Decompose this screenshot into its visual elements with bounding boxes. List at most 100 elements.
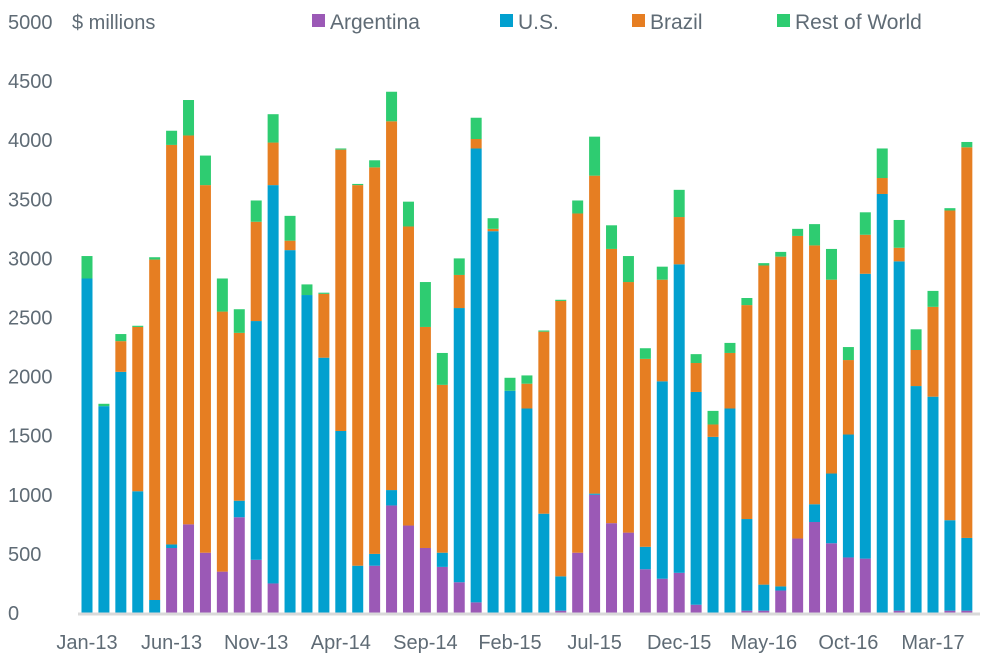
bar-rest-of-world-Jul-13 [183, 100, 195, 136]
bar-u-s--Jun-13 [166, 544, 178, 548]
bar-rest-of-world-Jul-16 [792, 228, 804, 236]
bar-brazil-Oct-16 [842, 360, 854, 435]
bar-u-s--Apr-17 [944, 520, 956, 611]
bar-argentina-May-16 [758, 610, 770, 613]
bar-brazil-Apr-14 [335, 149, 347, 431]
bar-argentina-May-17 [961, 610, 973, 613]
bar-brazil-Jun-14 [369, 167, 381, 554]
bar-stack-Jul-14 [386, 91, 398, 613]
bar-brazil-May-15 [555, 300, 567, 577]
bar-brazil-Aug-14 [402, 226, 414, 526]
bar-brazil-Jul-15 [589, 175, 601, 494]
bar-brazil-May-14 [352, 185, 364, 566]
y-tick-label: 2000 [8, 367, 53, 389]
bar-stack-Dec-16 [876, 148, 888, 614]
bar-brazil-Oct-15 [639, 358, 651, 547]
bar-u-s--May-16 [758, 584, 770, 611]
bar-stack-Jun-13 [166, 130, 178, 613]
bar-u-s--Jan-17 [893, 261, 905, 611]
bar-rest-of-world-Sep-15 [622, 256, 634, 283]
y-tick-label: 0 [8, 603, 19, 625]
bar-stack-Apr-14 [335, 148, 347, 613]
bar-u-s--Jan-13 [81, 278, 93, 613]
x-tick-label: Jul-15 [567, 632, 621, 654]
bar-brazil-Apr-16 [741, 305, 753, 520]
bar-rest-of-world-Jul-15 [589, 136, 601, 176]
bar-rest-of-world-Mar-15 [521, 375, 533, 384]
bar-rest-of-world-May-14 [352, 183, 364, 186]
bar-rest-of-world-Dec-16 [876, 148, 888, 179]
bar-u-s--Oct-15 [639, 546, 651, 570]
bar-argentina-Aug-14 [402, 525, 414, 613]
bar-rest-of-world-Jun-14 [369, 160, 381, 168]
bar-u-s--Jul-14 [386, 490, 398, 506]
bar-u-s--Oct-16 [842, 434, 854, 558]
bar-u-s--Jan-16 [690, 391, 702, 605]
bar-brazil-Jan-14 [284, 240, 296, 251]
bar-rest-of-world-Sep-16 [825, 248, 837, 280]
bar-brazil-Mar-14 [318, 293, 330, 358]
x-tick-label: Nov-13 [224, 632, 288, 654]
bar-brazil-Mar-13 [115, 341, 127, 372]
bar-argentina-Nov-13 [250, 559, 262, 613]
bar-brazil-Apr-17 [944, 210, 956, 521]
bar-brazil-Jul-16 [792, 235, 804, 539]
bar-argentina-Aug-16 [809, 521, 821, 613]
bar-argentina-Oct-14 [436, 566, 448, 613]
bar-brazil-Nov-15 [656, 279, 668, 382]
bar-rest-of-world-Jan-16 [690, 354, 702, 364]
x-tick-label: May-16 [730, 632, 797, 654]
bar-rest-of-world-May-13 [149, 257, 161, 260]
bar-rest-of-world-Aug-13 [199, 155, 211, 186]
bar-argentina-Jun-13 [166, 547, 178, 613]
bar-brazil-Jul-14 [386, 121, 398, 491]
bar-brazil-Dec-16 [876, 178, 888, 194]
bar-rest-of-world-Mar-14 [318, 292, 330, 294]
bar-u-s--Mar-16 [724, 408, 736, 613]
bar-rest-of-world-Nov-14 [453, 258, 465, 275]
bar-rest-of-world-Sep-13 [216, 278, 228, 312]
bar-stack-Sep-16 [825, 248, 837, 613]
y-tick-label: 4500 [8, 71, 53, 93]
x-tick-label: Oct-16 [818, 632, 878, 654]
bar-argentina-Jan-16 [690, 604, 702, 613]
bar-stack-May-16 [758, 263, 770, 613]
bar-brazil-Apr-13 [132, 326, 144, 492]
bar-rest-of-world-May-15 [555, 299, 567, 301]
bar-rest-of-world-Nov-16 [859, 212, 871, 235]
bar-stack-Jan-16 [690, 354, 702, 613]
bar-u-s--May-15 [555, 576, 567, 611]
bar-stack-Jul-13 [183, 100, 195, 613]
bar-brazil-May-13 [149, 259, 161, 600]
bar-stack-Aug-16 [809, 224, 821, 613]
legend-label: U.S. [518, 11, 559, 34]
bar-brazil-Apr-15 [538, 331, 550, 514]
bar-brazil-Mar-16 [724, 352, 736, 409]
bar-stack-Oct-16 [842, 347, 854, 613]
bar-stack-Jul-16 [792, 228, 804, 613]
x-axis-ticks: Jan-13 Jun-13 Nov-13 Apr-14 Sep-14 Feb-15 Jul-… [56, 632, 964, 654]
y-tick-label: 3000 [8, 248, 53, 270]
bar-stack-Feb-14 [301, 284, 313, 613]
bar-u-s--May-13 [149, 600, 161, 613]
bar-u-s--Jan-15 [487, 231, 499, 613]
legend-swatch [777, 14, 790, 27]
bar-rest-of-world-Jun-16 [775, 251, 787, 257]
bar-brazil-May-17 [961, 147, 973, 538]
bar-u-s--Dec-13 [267, 185, 279, 584]
bar-stack-Jun-15 [572, 200, 584, 613]
y-axis-ticks: 0 500 1000 1500 2000 2500 3000 3500 4000 4500 5000 [8, 12, 53, 625]
bar-stack-Mar-17 [927, 290, 939, 613]
bar-rest-of-world-Feb-16 [707, 410, 719, 425]
bar-rest-of-world-Sep-14 [419, 282, 431, 327]
bar-stack-Feb-15 [504, 377, 516, 613]
bar-stack-Jan-15 [487, 218, 499, 613]
bar-u-s--Mar-13 [115, 371, 127, 613]
bar-argentina-Apr-17 [944, 610, 956, 613]
bar-argentina-Dec-15 [673, 572, 685, 613]
legend-swatch [632, 14, 645, 27]
bar-u-s--Oct-13 [233, 500, 245, 518]
bar-rest-of-world-Feb-17 [910, 329, 922, 351]
bar-argentina-Sep-15 [622, 532, 634, 613]
bar-argentina-Aug-13 [199, 552, 211, 613]
